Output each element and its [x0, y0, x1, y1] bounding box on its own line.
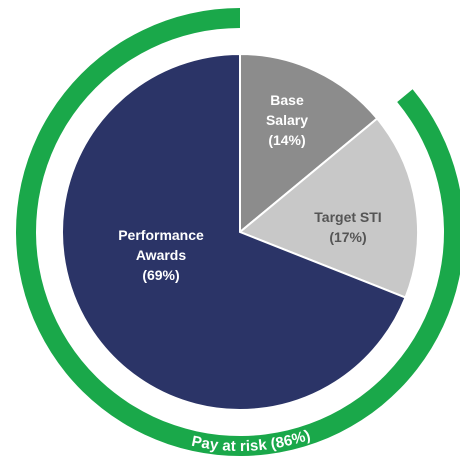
- pie-slice: [239, 52, 379, 235]
- pie-slice: [238, 117, 419, 299]
- category-label: Target STI: [314, 209, 382, 225]
- value-label: (17%): [329, 229, 367, 245]
- value-label: (69%): [142, 267, 180, 283]
- category-label: Performance Awards: [118, 227, 204, 263]
- slice-label: Target STI (17%): [293, 207, 403, 247]
- slice-label: Performance Awards (69%): [101, 225, 221, 285]
- slice-label: Base Salary (14%): [252, 90, 322, 150]
- ring-label-text: Pay at risk (86%): [190, 426, 312, 454]
- ring-label: Pay at risk (86%): [190, 426, 312, 454]
- pie-slice: [61, 52, 407, 411]
- category-label: Base Salary: [265, 92, 309, 128]
- value-label: (14%): [268, 132, 306, 148]
